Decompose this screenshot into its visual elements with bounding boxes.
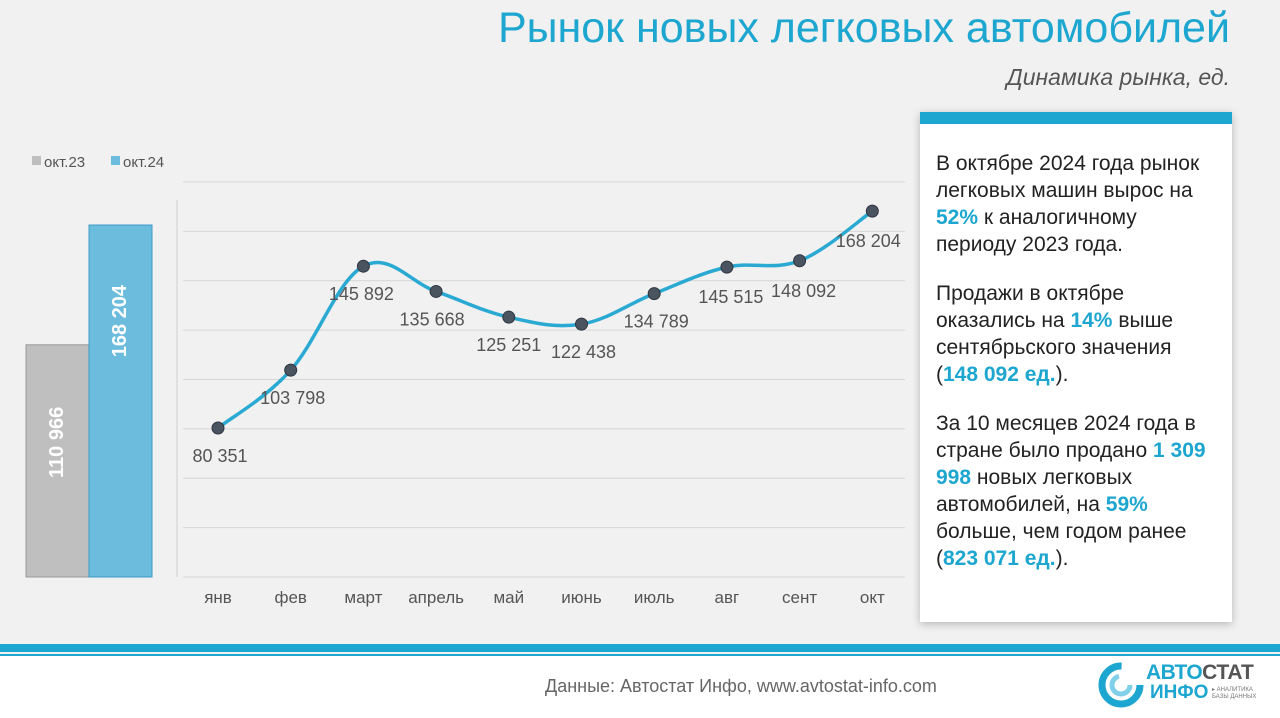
info-box: В октябре 2024 года рынок легковых машин… — [920, 112, 1232, 622]
info-highlight: 1 309 998 — [936, 439, 1206, 489]
x-tick-label: фев — [274, 588, 306, 607]
logo-wordmark: АВТОСТАТ — [1146, 661, 1254, 685]
logo-tag-1: ▸ АНАЛИТИКА — [1212, 687, 1253, 693]
data-label: 148 092 — [771, 281, 836, 301]
legend-swatch — [32, 156, 41, 165]
info-highlight: 823 071 ед. — [943, 547, 1056, 570]
data-label: 168 204 — [836, 231, 901, 251]
logo-part-1: АВТО — [1146, 661, 1203, 684]
info-text: ). — [1055, 363, 1069, 386]
info-paragraph-1: В октябре 2024 года рынок легковых машин… — [936, 150, 1218, 258]
logo-part-2: СТАТ — [1202, 661, 1254, 684]
logo-line-2: ИНФО — [1150, 682, 1209, 703]
bar-value-label: 168 204 — [109, 284, 131, 357]
x-tick-label: янв — [204, 588, 232, 607]
info-text: выше сентябрьского значения ( — [936, 309, 1174, 386]
data-label: 145 892 — [329, 284, 394, 304]
data-point — [502, 310, 516, 324]
bar-2024 — [88, 224, 153, 578]
x-tick-label: июль — [634, 588, 675, 607]
x-tick-label: июнь — [561, 588, 602, 607]
data-label: 135 668 — [400, 309, 465, 329]
x-tick-label: сент — [782, 588, 817, 607]
footer-divider — [0, 644, 1280, 652]
data-label: 145 515 — [698, 287, 763, 307]
legend-label: окт.23 — [44, 154, 85, 171]
logo-tag-2: БАЗЫ ДАННЫХ — [1212, 694, 1257, 700]
info-highlight: 148 092 ед. — [943, 363, 1056, 386]
logo-tagline: ▸ АНАЛИТИКА БАЗЫ ДАННЫХ — [1212, 687, 1268, 701]
info-highlight: 59% — [1105, 493, 1148, 516]
page-title: Рынок новых легковых автомобилей — [497, 4, 1230, 52]
data-label: 80 351 — [192, 446, 247, 466]
data-point — [647, 287, 661, 301]
info-highlight: 52% — [936, 206, 979, 229]
footer-divider-thin — [0, 654, 1280, 656]
x-tick-label: март — [344, 588, 382, 607]
data-label: 122 438 — [551, 342, 616, 362]
info-paragraph-3: За 10 месяцев 2024 года в стране было пр… — [936, 410, 1218, 572]
x-tick-label: апрель — [408, 588, 464, 607]
data-point — [575, 317, 588, 331]
info-text: Продажи в октябре оказались на — [936, 282, 1125, 332]
data-label: 134 789 — [624, 312, 689, 332]
data-point — [429, 284, 443, 298]
data-point — [720, 260, 734, 274]
data-point — [284, 363, 298, 377]
logo-mark-icon — [1098, 662, 1144, 708]
legend-swatch — [111, 156, 120, 165]
data-point — [356, 259, 370, 273]
data-point — [793, 254, 807, 268]
data-label: 103 798 — [260, 388, 325, 408]
legend-label: окт.24 — [123, 154, 164, 171]
data-point — [865, 204, 879, 218]
data-point — [211, 421, 225, 435]
x-tick-label: май — [493, 588, 524, 607]
series-line — [216, 209, 874, 430]
info-paragraph-2: Продажи в октябре оказались на 14% выше … — [936, 280, 1218, 388]
source-credit: Данные: Автостат Инфо, www.avtostat-info… — [545, 676, 937, 696]
info-text: За 10 месяцев 2024 года в стране было пр… — [936, 412, 1196, 462]
avtostat-logo: АВТОСТАТ ИНФО ▸ АНАЛИТИКА БАЗЫ ДАННЫХ — [1098, 660, 1268, 710]
info-highlight: 14% — [1070, 309, 1113, 332]
x-tick-label: авг — [715, 588, 740, 607]
data-label: 125 251 — [476, 335, 541, 355]
footer — [0, 656, 1280, 718]
bar-value-label: 110 966 — [46, 407, 68, 478]
info-text: новых легковых автомобилей, на — [936, 466, 1133, 516]
page-subtitle: Динамика рынка, ед. — [1006, 64, 1230, 90]
info-text: ). — [1055, 547, 1069, 570]
info-text: к аналогичному периоду 2023 года. — [936, 206, 1137, 256]
x-tick-label: окт — [860, 588, 885, 607]
info-text: В октябре 2024 года рынок легковых машин… — [936, 152, 1200, 202]
info-text: больше, чем годом ранее ( — [936, 520, 1187, 570]
